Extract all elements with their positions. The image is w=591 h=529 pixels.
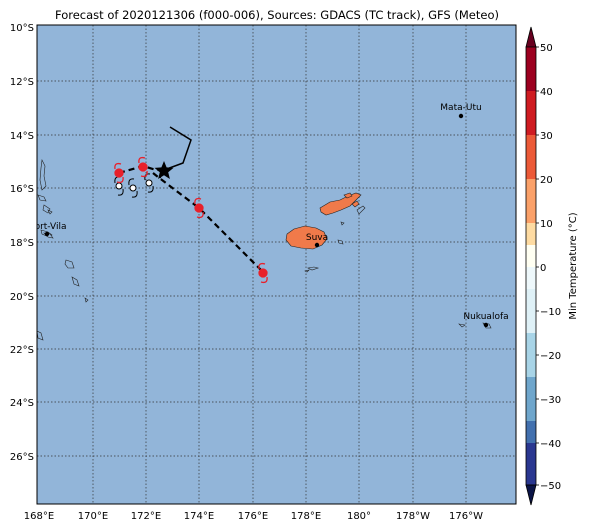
colorbar-segment: [526, 91, 536, 135]
colorbar-segment: [526, 421, 536, 443]
longitude-labels: 168°E 170°E 172°E 174°E 176°E 178°E 180°…: [24, 511, 483, 522]
colorbar-frame: [525, 46, 537, 486]
colorbar-segment: [526, 47, 536, 91]
lat-label: 10°S: [10, 23, 34, 34]
colorbar-tick-label: 40: [540, 87, 553, 98]
colorbar-tick-label: −30: [540, 395, 561, 406]
current-position-star-icon: [154, 161, 174, 179]
lon-label: 178°W: [396, 511, 430, 522]
lat-label: 14°S: [10, 131, 34, 142]
nukualofa-dot: [483, 322, 489, 328]
colorbar-segment: [526, 245, 536, 267]
colorbar-segment: [526, 333, 536, 377]
lat-label: 18°S: [10, 238, 34, 249]
lat-label: 16°S: [10, 184, 34, 195]
colorbar-tick-label: 30: [540, 131, 553, 142]
colorbar-segment: [526, 135, 536, 179]
lon-label: 174°E: [184, 511, 214, 522]
city-markers: [44, 113, 489, 328]
city-label-mata-utu: Mata-Utu: [440, 103, 481, 113]
colorbar-bottom-extend: [525, 484, 537, 506]
colorbar: 50 40 30 20 10 0 −10 −20 −30 −40 −50 Min…: [525, 26, 579, 506]
track-past-line: [163, 126, 192, 171]
colorbar-tick-label: −10: [540, 307, 561, 318]
lon-label: 172°E: [131, 511, 161, 522]
colorbar-segment: [526, 289, 536, 333]
lon-label: 176°W: [449, 511, 483, 522]
lat-label: 26°S: [10, 452, 34, 463]
colorbar-segment: [526, 443, 536, 485]
city-label-port-vila: Port-Vila: [29, 222, 66, 232]
suva-dot: [314, 242, 320, 248]
city-label-suva: Suva: [306, 233, 328, 243]
storm-symbol-icon: [128, 178, 138, 198]
lat-label: 20°S: [10, 292, 34, 303]
colorbar-segment: [526, 179, 536, 223]
ocean-area: [37, 25, 516, 504]
storm-symbol-icon: [138, 156, 148, 178]
vanua-levu-island: [319, 192, 362, 216]
map-frame: [36, 24, 517, 505]
colorbar-segment: [526, 267, 536, 289]
lat-label: 12°S: [10, 77, 34, 88]
colorbar-tick-label: 50: [540, 43, 553, 54]
city-label-nukualofa: Nukualofa: [463, 312, 508, 322]
lon-label: 168°E: [24, 511, 54, 522]
graticule: [37, 25, 516, 504]
colorbar-segment: [526, 377, 536, 421]
lon-label: 176°E: [238, 511, 268, 522]
colorbar-tick-label: −20: [540, 351, 561, 362]
colorbar-segment: [526, 223, 536, 245]
lon-label: 178°E: [291, 511, 321, 522]
colorbar-tick-label: 20: [540, 175, 553, 186]
storm-symbol-icon: [144, 173, 154, 193]
colorbar-tick-label: −40: [540, 439, 561, 450]
lat-label: 24°S: [10, 398, 34, 409]
mata-utu-dot: [458, 113, 464, 119]
port-vila-dot: [44, 231, 50, 237]
storm-symbol-icon: [114, 162, 124, 184]
colorbar-tick-label: 10: [540, 219, 553, 230]
lon-label: 180°: [347, 511, 371, 522]
latitude-labels: 10°S 12°S 14°S 16°S 18°S 20°S 22°S 24°S …: [10, 23, 34, 463]
storm-symbol-icon: [194, 197, 204, 219]
colorbar-top-extend: [525, 26, 537, 48]
colorbar-tick-label: −50: [540, 481, 561, 492]
storm-symbol-icon: [258, 262, 268, 284]
lat-label: 22°S: [10, 345, 34, 356]
storm-symbols-forecast: [114, 156, 268, 284]
colorbar-tick-label: 0: [540, 263, 546, 274]
lon-label: 170°E: [78, 511, 108, 522]
map-title: Forecast of 2020121306 (f000-006), Sourc…: [55, 8, 499, 22]
colorbar-label: Min Temperature (°C): [568, 212, 579, 319]
